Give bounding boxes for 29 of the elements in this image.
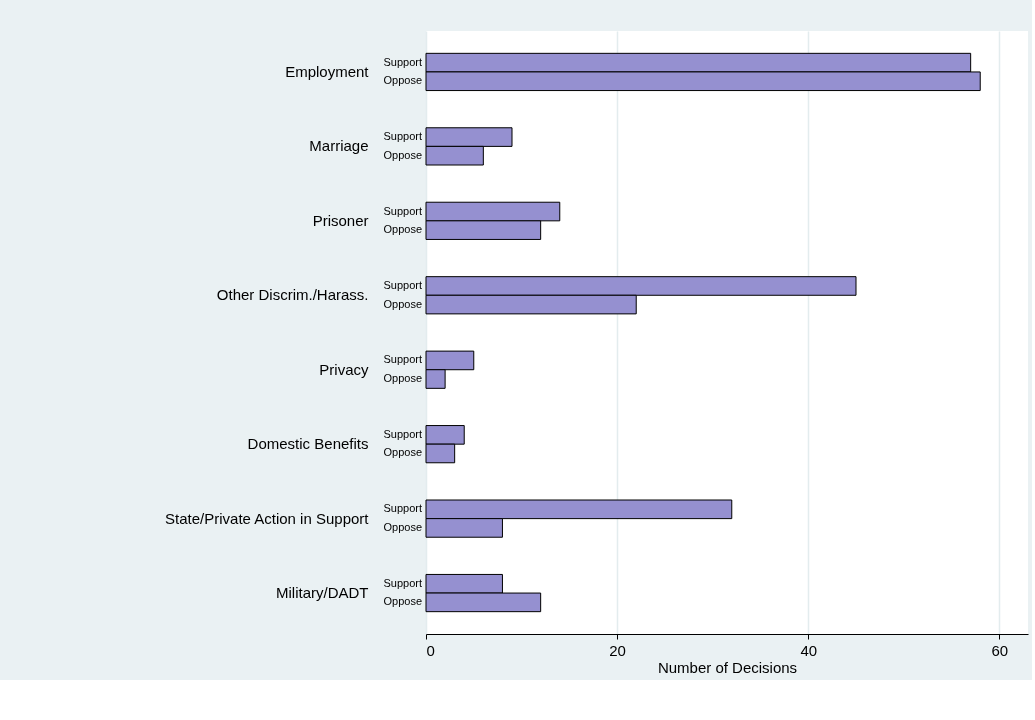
y-tick-label: Other Discrim./Harass. [216, 286, 369, 304]
y-tick-label: State/Private Action in Support [165, 509, 370, 527]
y-tick-label: Military/DADT [276, 584, 369, 602]
y-tick-label: Prisoner [312, 211, 369, 229]
text: Support [383, 353, 422, 366]
x-tick-label: 40 [800, 641, 818, 659]
y-tick-label: Domestic Benefits [247, 435, 369, 453]
text: Support [383, 278, 422, 291]
text: Oppose [383, 520, 422, 533]
x-tick-label: 20 [609, 641, 626, 659]
text: Support [383, 130, 422, 143]
series-label: Support [383, 55, 422, 68]
text: Oppose [383, 223, 422, 236]
y-tick-label: Marriage [309, 137, 369, 155]
text: Oppose [383, 595, 422, 608]
text: Oppose [383, 372, 422, 385]
text: Oppose [383, 446, 422, 459]
x-tick-label: 0 [426, 641, 435, 659]
text: Support [383, 576, 422, 589]
y-tick-label: Privacy [319, 360, 369, 378]
y-tick-label: Employment [285, 62, 370, 80]
text: Support [383, 502, 422, 515]
text: Support [383, 204, 422, 217]
x-tick-label: 60 [991, 641, 1009, 659]
series-label: Oppose [383, 74, 422, 87]
text: Oppose [383, 148, 422, 161]
text: Support [383, 427, 422, 440]
text: Oppose [383, 297, 422, 310]
x-axis-title: Number of Decisions [657, 658, 798, 676]
